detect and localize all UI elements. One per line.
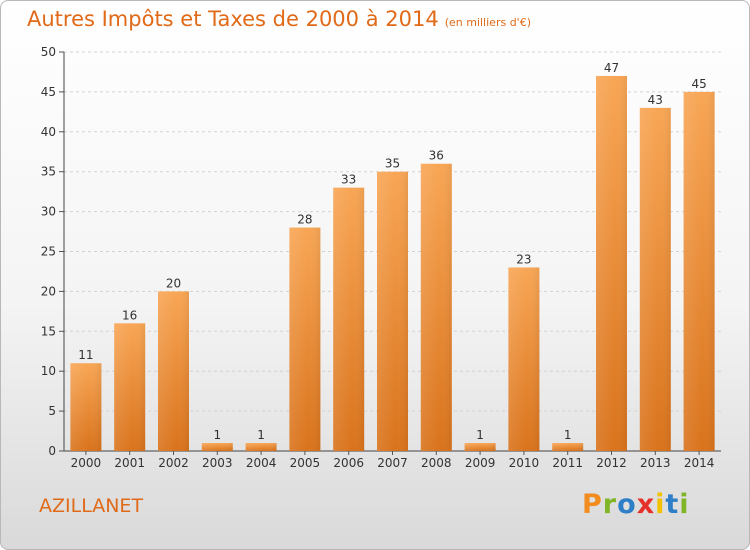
x-tick-label: 2014 [684,456,715,470]
logo-letter: i [679,489,690,520]
proxiti-logo: Proxiti [582,489,690,520]
x-tick-label: 2007 [377,456,408,470]
logo-letter: x [636,489,656,520]
bar-shade [464,443,496,451]
x-tick-label: 2010 [509,456,540,470]
x-tick-label: 2012 [596,456,627,470]
x-tick-label: 2005 [290,456,321,470]
data-label: 1 [213,428,221,442]
x-tick-label: 2008 [421,456,452,470]
data-label: 33 [341,173,356,187]
data-label: 1 [476,428,484,442]
logo-letter: o [617,489,637,520]
y-tick-labels: 0 5 10 15 20 25 30 35 40 45 50 [41,45,56,458]
logo-letter: t [665,489,680,520]
x-tick-label: 2011 [552,456,583,470]
data-label: 47 [604,61,619,75]
data-label: 35 [385,157,400,171]
data-label: 20 [166,276,181,290]
y-tick-label: 25 [41,245,56,259]
data-label: 28 [297,213,312,227]
y-tick-label: 45 [41,85,56,99]
data-label: 1 [564,428,572,442]
commune-name: AZILLANET [39,495,144,517]
bar-shade [639,107,671,452]
data-label: 45 [691,77,706,91]
x-tick-label: 2006 [333,456,364,470]
x-tick-label: 2000 [71,456,102,470]
x-tick-label: 2003 [202,456,233,470]
bars [70,75,715,452]
logo-letter: P [582,489,603,520]
x-tick-label: 2004 [246,456,277,470]
bar-shade [420,163,452,451]
bar-shade [552,443,584,451]
x-tick-label: 2001 [114,456,145,470]
x-tick-label: 2009 [465,456,496,470]
logo-letter: i [655,489,666,520]
bar-shade [158,291,189,451]
data-label: 43 [648,93,663,107]
x-tick-label: 2002 [158,456,189,470]
y-tick-label: 30 [41,205,56,219]
chart-title: Autres Impôts et Taxes de 2000 à 2014 (en… [27,7,531,31]
data-label: 36 [429,149,444,163]
logo-letter: r [602,489,618,520]
bar-shade [114,323,146,451]
x-tick-label: 2013 [640,456,671,470]
y-tick-label: 0 [48,444,56,458]
bar-shade [245,443,277,451]
bar-shade [201,443,233,451]
y-tick-label: 40 [41,125,56,139]
data-label: 1 [257,428,265,442]
data-label: 23 [516,252,531,266]
bar-shade [508,267,540,451]
bar-shade [377,171,408,451]
y-tick-label: 20 [41,284,56,298]
bar-shade [289,227,321,451]
bar-shade [683,91,715,452]
y-tick-label: 10 [41,364,56,378]
chart-unit: (en milliers d'€) [444,16,531,29]
y-tick-label: 50 [41,45,56,59]
y-tick-label: 5 [48,404,56,418]
data-label: 11 [78,348,93,362]
bar-shade [333,187,365,451]
data-label: 16 [122,308,137,322]
chart-title-text: Autres Impôts et Taxes de 2000 à 2014 [27,7,439,31]
bar-shade [70,363,102,451]
bar-shade [596,75,627,451]
y-tick-label: 35 [41,165,56,179]
x-tick-labels: 2000 2001 2002 2003 2004 2005 2006 2007 2008 2009… [71,456,715,470]
y-tick-label: 15 [41,324,56,338]
